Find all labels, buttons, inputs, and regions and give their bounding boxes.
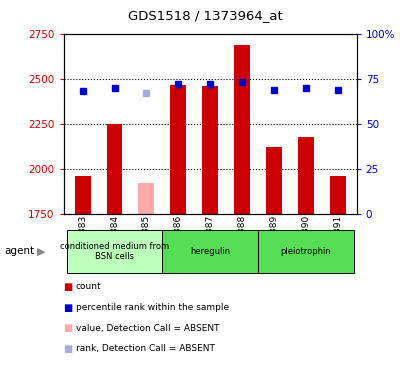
FancyBboxPatch shape: [67, 230, 162, 273]
Bar: [170, 85, 186, 214]
Text: ■: ■: [63, 344, 73, 354]
Bar: [106, 124, 122, 214]
FancyBboxPatch shape: [257, 230, 353, 273]
Text: ■: ■: [63, 303, 73, 312]
Text: agent: agent: [4, 246, 34, 256]
Bar: [297, 137, 313, 214]
Bar: [265, 147, 281, 214]
Text: pleiotrophin: pleiotrophin: [280, 247, 330, 256]
Text: ■: ■: [63, 282, 73, 292]
Bar: [202, 86, 218, 214]
Text: ■: ■: [63, 323, 73, 333]
Text: count: count: [76, 282, 101, 291]
Text: ▶: ▶: [37, 246, 45, 256]
Text: conditioned medium from
BSN cells: conditioned medium from BSN cells: [60, 242, 169, 261]
Text: GDS1518 / 1373964_at: GDS1518 / 1373964_at: [127, 9, 282, 22]
Text: percentile rank within the sample: percentile rank within the sample: [76, 303, 228, 312]
Bar: [329, 176, 345, 214]
Text: rank, Detection Call = ABSENT: rank, Detection Call = ABSENT: [76, 344, 214, 353]
FancyBboxPatch shape: [162, 230, 257, 273]
Text: value, Detection Call = ABSENT: value, Detection Call = ABSENT: [76, 324, 219, 333]
Bar: [138, 183, 154, 214]
Text: heregulin: heregulin: [190, 247, 229, 256]
Bar: [74, 176, 90, 214]
Bar: [234, 45, 249, 214]
